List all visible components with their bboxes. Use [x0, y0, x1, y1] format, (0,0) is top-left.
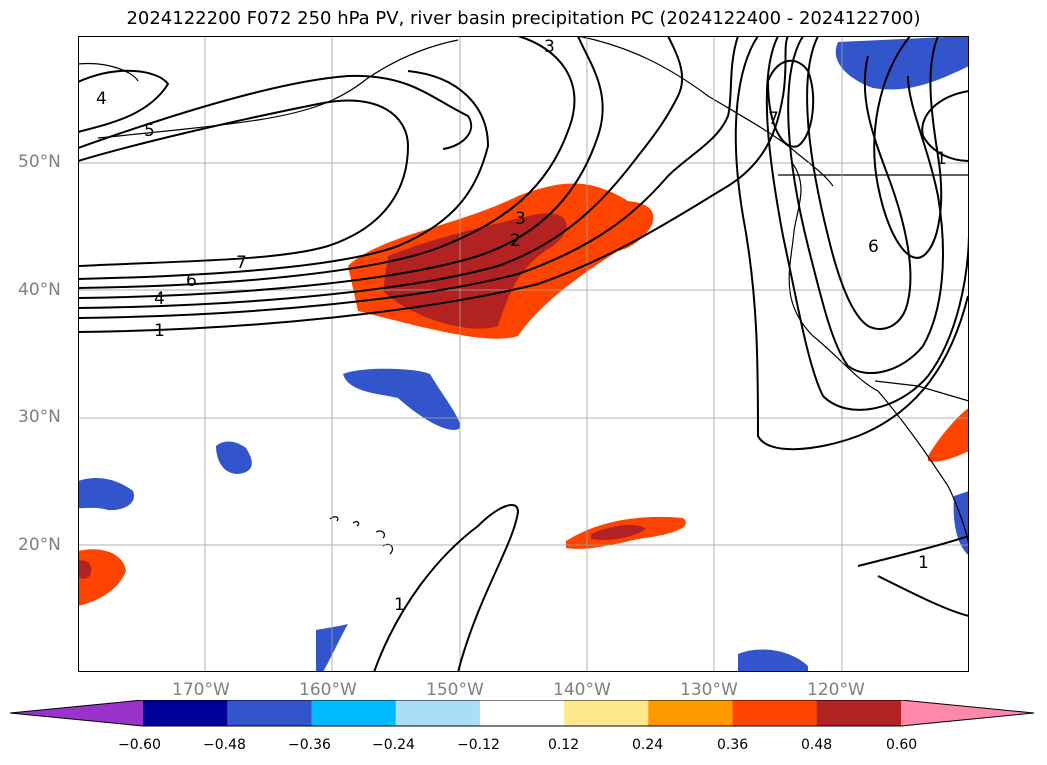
lon-label-150w: 150°W — [426, 680, 484, 700]
colorbar-tick-neg-024: −0.24 — [372, 737, 415, 753]
precipitation-shading — [78, 36, 969, 672]
colorbar-extend-min — [10, 700, 143, 726]
pv-contour-trough-outer — [734, 36, 969, 451]
pv-contour-jet-6 — [78, 70, 490, 280]
colorbar-segment — [479, 700, 565, 726]
contour-label-1-east: 1 — [936, 149, 947, 169]
lon-label-130w: 130°W — [680, 680, 738, 700]
contour-label-3-north: 3 — [544, 37, 555, 57]
precip-negative-baja-offshore — [738, 649, 808, 672]
colorbar — [10, 700, 1035, 727]
contour-label-3-jet: 3 — [515, 209, 526, 229]
colorbar-segment — [648, 700, 734, 726]
precip-strong-west-edge — [78, 560, 92, 579]
precip-positive-west-edge — [78, 549, 126, 606]
contour-label-1-subtropical: 1 — [394, 595, 405, 615]
precip-negative-mexico-edge — [953, 491, 969, 556]
pv-contour-northwest — [78, 69, 170, 133]
pv-contour-jet-5 — [78, 36, 576, 289]
pv-contour-subtropical-1 — [373, 504, 520, 672]
north-america-west-coastline — [788, 163, 969, 547]
map-title: 2024122200 F072 250 hPa PV, river basin … — [126, 8, 921, 29]
pv-contour-trough-6 — [787, 36, 944, 375]
contour-label-7-jet: 7 — [236, 253, 247, 273]
colorbar-segments — [10, 700, 1034, 726]
colorbar-tick-neg-048: −0.48 — [203, 737, 246, 753]
colorbar-segment — [395, 700, 481, 726]
colorbar-tick-048: 0.48 — [801, 737, 833, 753]
hawaiian-islands — [329, 516, 394, 555]
map-panel: 4 5 7 6 4 1 3 2 3 7 6 1 1 1 — [78, 36, 969, 672]
pv-contour-southeast-1 — [857, 535, 969, 617]
precip-positive-mexico-coast — [928, 408, 969, 462]
pv-contour-trough-inner — [806, 36, 912, 330]
pv-contour-jet-1 — [78, 36, 789, 333]
lat-label-20n: 20°N — [18, 535, 61, 555]
contour-label-6-jet: 6 — [186, 271, 197, 291]
lat-label-40n: 40°N — [18, 280, 61, 300]
colorbar-segment — [732, 700, 818, 726]
colorbar-tick-036: 0.36 — [717, 737, 749, 753]
precip-negative-dateline — [78, 478, 134, 511]
colorbar-tick-012: 0.12 — [548, 737, 580, 753]
pv-contour-trough-core — [767, 59, 815, 148]
contour-label-7-trough: 7 — [768, 109, 779, 129]
pv-contour-closed-low — [873, 36, 943, 259]
pv-contour-jet-3 — [78, 36, 684, 309]
colorbar-segment — [564, 700, 649, 726]
aleutian-coastline — [78, 39, 459, 139]
colorbar-tick-neg-060: −0.60 — [118, 737, 161, 753]
colorbar-segment — [227, 700, 312, 726]
colorbar-segment — [311, 700, 397, 726]
colorbar-tick-neg-036: −0.36 — [288, 737, 331, 753]
coastlines — [78, 36, 969, 555]
colorbar-outline — [10, 700, 1035, 727]
precip-negative-west-pacific — [216, 441, 252, 474]
pv-contours — [78, 36, 969, 672]
contour-label-1-southeast: 1 — [918, 553, 929, 573]
pv-contour-jet-7 — [78, 99, 410, 267]
lon-label-120w: 120°W — [807, 680, 865, 700]
contour-label-6-trough: 6 — [868, 237, 879, 257]
contour-label-4-northwest: 4 — [96, 89, 107, 109]
pv-contour-jet-4 — [78, 36, 604, 299]
colorbar-tick-024: 0.24 — [632, 737, 664, 753]
contour-label-4-jet: 4 — [154, 289, 165, 309]
gridlines — [78, 36, 969, 672]
colorbar-tick-060: 0.60 — [886, 737, 918, 753]
lon-label-140w: 140°W — [553, 680, 611, 700]
contour-label-5: 5 — [144, 121, 155, 141]
precip-strong-subtropical-band — [591, 524, 646, 540]
lon-label-160w: 160°W — [299, 680, 357, 700]
contour-labels: 4 5 7 6 4 1 3 2 3 7 6 1 1 1 — [96, 37, 947, 615]
lon-label-170w: 170°W — [172, 680, 230, 700]
lat-label-50n: 50°N — [18, 152, 61, 172]
pv-contour-trough-7 — [765, 36, 969, 411]
lat-label-30n: 30°N — [18, 407, 61, 427]
pv-contour-east-1 — [921, 90, 969, 162]
pv-contour-outer-ridge — [78, 74, 473, 150]
colorbar-extend-max — [901, 700, 1034, 726]
precip-negative-central-pacific — [343, 368, 461, 430]
colorbar-tick-neg-012: −0.12 — [457, 737, 500, 753]
contour-label-1-jet: 1 — [154, 321, 165, 341]
alaska-coastline — [577, 36, 834, 187]
contour-label-2-jet: 2 — [510, 231, 521, 251]
colorbar-segment — [816, 700, 902, 726]
colorbar-segment — [143, 700, 228, 726]
precip-negative-gulf-of-alaska-east — [835, 36, 969, 90]
pv-contour-jet-2 — [78, 36, 739, 319]
map-frame — [78, 36, 969, 672]
